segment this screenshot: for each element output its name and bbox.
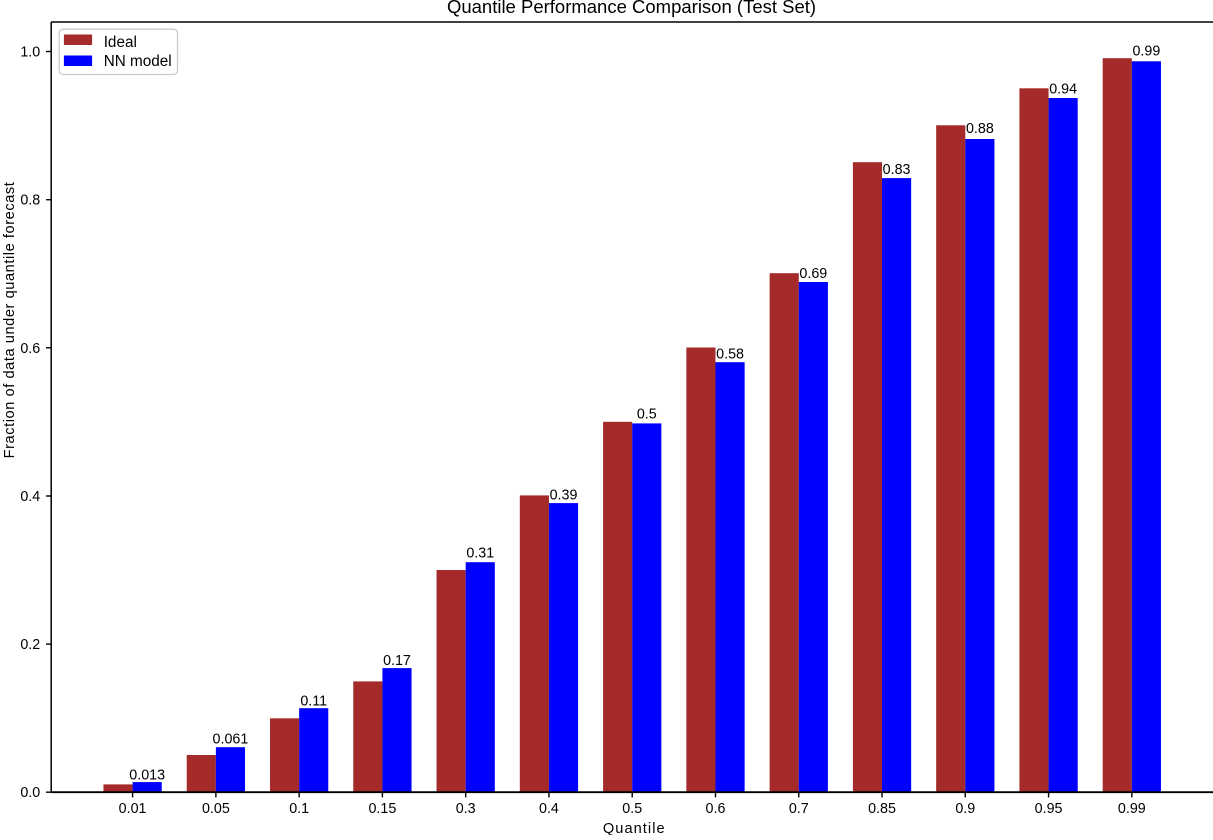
svg-text:0.99: 0.99: [1118, 801, 1146, 817]
svg-text:Quantile Performance Compariso: Quantile Performance Comparison (Test Se…: [447, 0, 816, 17]
svg-text:0.3: 0.3: [456, 801, 476, 817]
svg-text:Quantile: Quantile: [603, 821, 666, 835]
svg-text:0.6: 0.6: [706, 801, 726, 817]
svg-text:0.15: 0.15: [368, 801, 396, 817]
svg-text:0.88: 0.88: [966, 121, 994, 137]
svg-text:0.8: 0.8: [20, 193, 40, 209]
svg-text:0.01: 0.01: [119, 801, 147, 817]
svg-text:0.17: 0.17: [383, 653, 411, 669]
svg-text:0.013: 0.013: [129, 767, 165, 783]
svg-text:0.58: 0.58: [716, 346, 744, 362]
svg-text:0.94: 0.94: [1049, 82, 1077, 98]
svg-text:0.0: 0.0: [20, 785, 40, 801]
svg-text:0.99: 0.99: [1132, 44, 1160, 60]
svg-text:0.85: 0.85: [868, 801, 896, 817]
svg-text:0.83: 0.83: [883, 162, 911, 178]
svg-text:1.0: 1.0: [20, 45, 40, 61]
svg-text:0.6: 0.6: [20, 341, 40, 357]
svg-text:0.4: 0.4: [20, 489, 40, 505]
svg-text:0.31: 0.31: [466, 546, 494, 562]
svg-text:0.1: 0.1: [289, 801, 309, 817]
svg-text:0.39: 0.39: [550, 487, 578, 503]
svg-text:0.7: 0.7: [789, 801, 809, 817]
svg-text:0.5: 0.5: [637, 407, 657, 423]
svg-text:0.061: 0.061: [213, 731, 249, 747]
svg-text:Fraction of data under quantil: Fraction of data under quantile forecast: [2, 182, 18, 459]
svg-text:NN model: NN model: [104, 53, 172, 70]
svg-text:0.5: 0.5: [622, 801, 642, 817]
svg-text:0.4: 0.4: [539, 801, 559, 817]
svg-text:0.69: 0.69: [799, 266, 827, 282]
svg-text:Ideal: Ideal: [104, 34, 137, 51]
svg-text:0.05: 0.05: [202, 801, 230, 817]
svg-text:0.9: 0.9: [955, 801, 975, 817]
svg-text:0.95: 0.95: [1035, 801, 1063, 817]
svg-text:0.11: 0.11: [300, 694, 327, 710]
svg-text:0.2: 0.2: [20, 637, 40, 653]
